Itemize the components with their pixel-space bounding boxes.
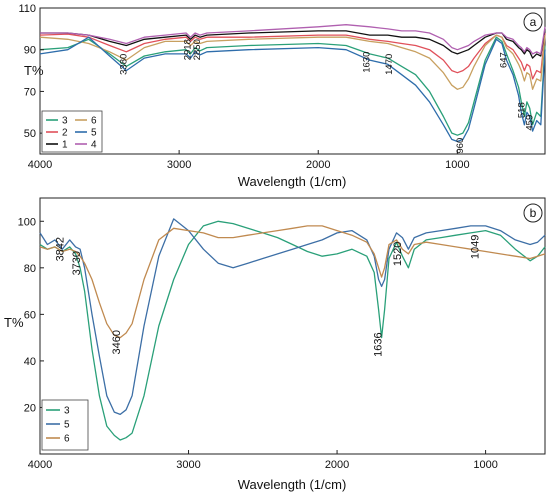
panel-b-id: b (530, 206, 537, 220)
b-series-5-line (39, 218, 546, 416)
a-legend-label-5: 5 (91, 128, 97, 139)
a-xtick-label: 3000 (167, 159, 191, 171)
a-xtick-label: 4000 (28, 159, 52, 171)
a-annotation-label: 2918 (183, 39, 194, 60)
a-annotation-label: 647 (499, 52, 510, 68)
panel-b-frame (39, 197, 546, 455)
panel-b-series (39, 218, 546, 441)
a-annotation-label: 2850 (192, 39, 203, 60)
panel-b-badge (523, 203, 543, 223)
a-series-4-line (40, 24, 546, 55)
a-xtick-label: 1000 (445, 159, 469, 171)
b-annotation-label: 3460 (111, 330, 123, 354)
a-legend-label-4: 4 (91, 140, 97, 151)
panel-a-badge (523, 12, 543, 32)
panel-b-xticks: 4000 3000 2000 1000 (28, 450, 498, 471)
b-series-6-line (39, 225, 546, 339)
b-annotation-label: 3842 (55, 237, 67, 261)
panel-b-xlabel: Wavelength (1/cm) (238, 477, 347, 492)
a-legend-label-6: 6 (91, 116, 97, 127)
panel-a-ylabel: T% (24, 63, 44, 78)
a-annotation-label: 3380 (118, 54, 129, 75)
a-annotation-label: 1470 (384, 54, 395, 75)
panel-a-id: a (530, 15, 537, 29)
a-annotation-label: 518 (516, 102, 527, 118)
a-legend-label-1: 1 (62, 140, 68, 151)
panel-a-series (39, 24, 546, 143)
a-ytick-label: 70 (24, 86, 36, 98)
b-series-3-line (39, 220, 546, 441)
b-xtick-label: 3000 (176, 459, 200, 471)
a-legend-label-2: 2 (62, 128, 68, 139)
panel-b-annotations: 3842 3730 3460 1636 1520 1049 (55, 235, 482, 357)
b-xtick-label: 2000 (325, 459, 349, 471)
b-annotation-label: 1520 (392, 242, 404, 266)
b-ytick-label: 40 (24, 356, 36, 368)
a-ytick-label: 50 (24, 128, 36, 140)
panel-a-yticks: 50 70 90 110 (18, 3, 44, 140)
a-annotation-label: 960 (455, 138, 466, 154)
a-xtick-label: 2000 (306, 159, 330, 171)
b-legend-label-5: 5 (64, 420, 70, 431)
b-xtick-label: 1000 (473, 459, 497, 471)
a-series-6-line (39, 34, 546, 90)
b-ytick-label: 100 (18, 216, 36, 228)
a-legend-label-3: 3 (62, 116, 68, 127)
panel-b-yticks: 20 40 60 80 100 (18, 216, 44, 414)
a-series-1-line (40, 28, 546, 59)
panel-b-legend: 3 5 6 (41, 399, 89, 451)
panel-a-xlabel: Wavelength (1/cm) (238, 174, 347, 189)
a-ytick-label: 110 (18, 3, 36, 15)
panel-b-ylabel: T% (4, 315, 24, 330)
a-series-5-line (39, 36, 546, 143)
b-annotation-label: 1049 (469, 235, 481, 259)
b-xtick-label: 4000 (28, 459, 52, 471)
a-series-3-line (39, 36, 546, 136)
panel-a-xticks: 4000 3000 2000 1000 (28, 150, 470, 171)
a-series-2-line (39, 32, 546, 80)
b-annotation-label: 3730 (71, 251, 83, 275)
b-legend-label-3: 3 (64, 406, 70, 417)
a-ytick-label: 90 (24, 45, 36, 57)
b-ytick-label: 20 (24, 402, 36, 414)
b-ytick-label: 80 (24, 263, 36, 275)
b-legend-label-6: 6 (64, 434, 70, 445)
panel-a-legend: 321 654 (41, 110, 103, 153)
b-annotation-label: 1636 (373, 332, 385, 356)
panel-b-legend-box (41, 399, 89, 451)
panel-b: 20 40 60 80 100 4000 3000 2000 1000 3842 3730 346… (4, 197, 546, 492)
panel-a-frame (39, 7, 546, 155)
a-annotation-label: 459 (525, 115, 536, 131)
a-annotation-label: 1630 (362, 52, 373, 73)
b-ytick-label: 60 (24, 309, 36, 321)
